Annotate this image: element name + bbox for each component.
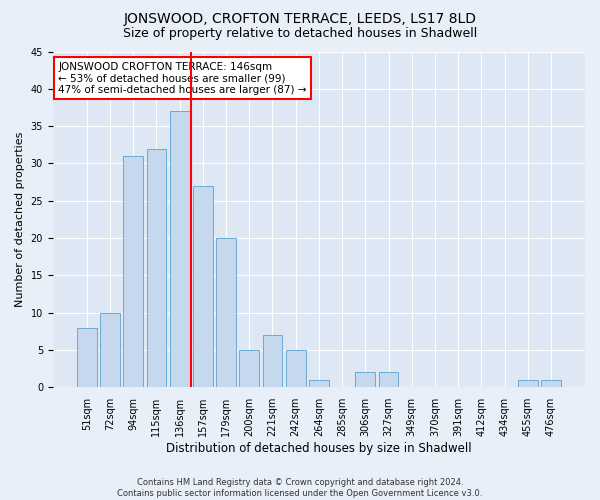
Bar [77,328,97,388]
Bar [170,111,190,388]
Text: JONSWOOD CROFTON TERRACE: 146sqm
← 53% of detached houses are smaller (99)
47% o: JONSWOOD CROFTON TERRACE: 146sqm ← 53% o… [58,62,307,95]
Bar [286,350,305,388]
Bar [216,238,236,388]
Text: JONSWOOD, CROFTON TERRACE, LEEDS, LS17 8LD: JONSWOOD, CROFTON TERRACE, LEEDS, LS17 8… [124,12,476,26]
Bar [239,350,259,388]
X-axis label: Distribution of detached houses by size in Shadwell: Distribution of detached houses by size … [166,442,472,455]
Bar [379,372,398,388]
Bar [124,156,143,388]
Text: Contains HM Land Registry data © Crown copyright and database right 2024.
Contai: Contains HM Land Registry data © Crown c… [118,478,482,498]
Bar [309,380,329,388]
Y-axis label: Number of detached properties: Number of detached properties [15,132,25,307]
Bar [100,312,120,388]
Text: Size of property relative to detached houses in Shadwell: Size of property relative to detached ho… [123,28,477,40]
Bar [541,380,561,388]
Bar [263,335,283,388]
Bar [193,186,213,388]
Bar [518,380,538,388]
Bar [146,148,166,388]
Bar [355,372,375,388]
